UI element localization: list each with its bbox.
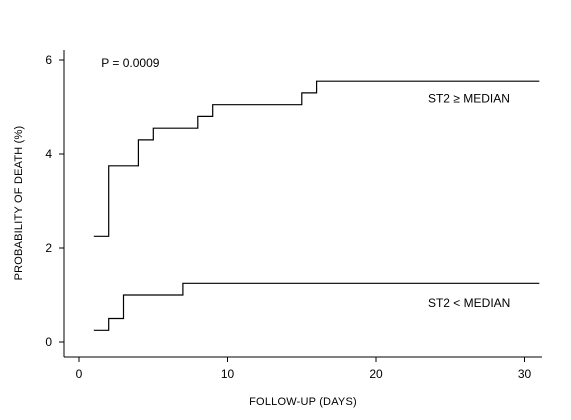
series-line-1 (93, 282, 540, 331)
y-tick-label: 2 (45, 241, 52, 255)
series-line-0 (93, 80, 540, 237)
y-axis-title: PROBABILITY OF DEATH (%) (13, 126, 25, 281)
labels-group: ST2 ≥ MEDIAN ST2 < MEDIAN P = 0.0009 (101, 56, 510, 310)
x-tick-label: 0 (76, 367, 83, 381)
series-label-1: ST2 < MEDIAN (428, 296, 510, 310)
x-tick-label: 10 (221, 367, 235, 381)
x-tick-label: 20 (369, 367, 383, 381)
y-tick-label: 4 (45, 147, 52, 161)
x-axis-title: FOLLOW-UP (DAYS) (249, 396, 357, 408)
y-ticks: 0 2 4 6 (45, 53, 64, 349)
series-label-0: ST2 ≥ MEDIAN (428, 91, 510, 105)
y-tick-label: 0 (45, 335, 52, 349)
y-tick-label: 6 (45, 53, 52, 67)
x-tick-label: 30 (518, 367, 532, 381)
p-value-annotation: P = 0.0009 (101, 56, 159, 70)
x-ticks: 0 10 20 30 (76, 357, 532, 381)
axes (63, 50, 542, 358)
series-group (93, 80, 540, 331)
